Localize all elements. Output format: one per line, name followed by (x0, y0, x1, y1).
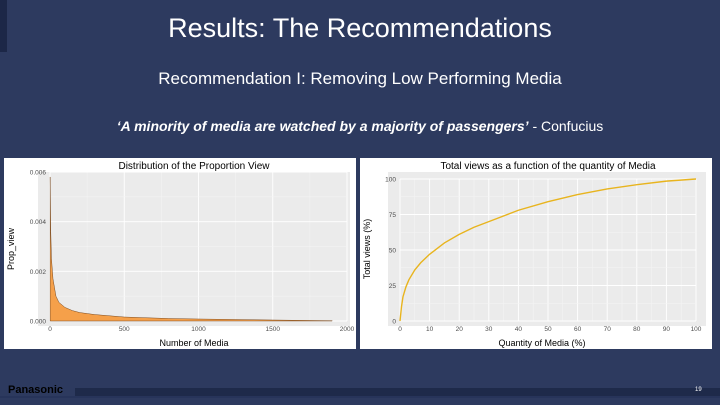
quote-author: - Confucius (528, 118, 604, 134)
plot-background (38, 172, 350, 326)
line-series (399, 178, 697, 322)
x-tick-label: 1000 (191, 326, 206, 333)
distribution-chart: 0 500 1000 1500 2000 0.000 0.002 0.004 0.006 Dis… (6, 161, 355, 348)
x-tick-label: 40 (515, 326, 523, 333)
footer-line (0, 396, 720, 398)
y-tick-label: 75 (389, 212, 397, 219)
y-tick-label: 0.002 (30, 269, 47, 276)
area-series (49, 176, 333, 322)
x-tick-label: 20 (456, 326, 464, 333)
x-tick-label: 1500 (266, 326, 281, 333)
y-tick-label: 25 (389, 283, 397, 290)
quote: ‘A minority of media are watched by a ma… (0, 118, 720, 134)
axis-ticks: 0 500 1000 1500 2000 0.000 0.002 0.004 0.006 (30, 170, 355, 334)
page-number: 19 (695, 387, 702, 393)
x-tick-label: 10 (426, 326, 434, 333)
slide-subtitle: Recommendation I: Removing Low Performin… (158, 69, 562, 88)
y-tick-label: 50 (389, 248, 397, 255)
y-tick-label: 100 (385, 177, 396, 184)
x-tick-label: 60 (574, 326, 582, 333)
y-tick-label: 0.006 (30, 170, 47, 177)
x-tick-label: 90 (663, 326, 671, 333)
x-tick-label: 0 (48, 326, 52, 333)
chart-panel-total-views: 0 10 20 30 40 50 60 70 80 90 100 0 25 50 75 100 Total v… (360, 158, 712, 349)
x-axis-label: Quantity of Media (%) (498, 338, 585, 348)
x-tick-label: 50 (544, 326, 552, 333)
quote-text: ‘A minority of media are watched by a ma… (116, 118, 529, 134)
chart-title: Distribution of the Proportion View (118, 161, 270, 172)
y-tick-label: 0.000 (30, 319, 47, 326)
y-axis-label: Prop_view (6, 227, 16, 270)
y-axis-label: Total views (%) (362, 219, 372, 280)
y-tick-label: 0.004 (30, 219, 47, 226)
total-views-chart: 0 10 20 30 40 50 60 70 80 90 100 0 25 50 75 100 Total v… (362, 161, 706, 348)
panasonic-logo: Panasonic (8, 384, 64, 396)
chart-title: Total views as a function of the quantit… (440, 161, 656, 172)
grid (399, 178, 697, 322)
x-tick-label: 2000 (340, 326, 355, 333)
x-tick-label: 80 (633, 326, 641, 333)
x-tick-label: 70 (604, 326, 612, 333)
chart-panel-distribution: 0 500 1000 1500 2000 0.000 0.002 0.004 0.006 Dis… (4, 158, 356, 349)
x-axis-label: Number of Media (159, 338, 228, 348)
y-tick-label: 0 (392, 319, 396, 326)
footer-bar (75, 388, 720, 396)
slide-title: Results: The Recommendations (168, 13, 552, 43)
x-tick-label: 500 (119, 326, 130, 333)
axis-ticks: 0 10 20 30 40 50 60 70 80 90 100 0 25 50 75 100 (385, 177, 702, 334)
plot-background (388, 172, 706, 326)
x-tick-label: 100 (691, 326, 702, 333)
title-accent-bar (0, 0, 7, 52)
x-tick-label: 0 (398, 326, 402, 333)
x-tick-label: 30 (485, 326, 493, 333)
